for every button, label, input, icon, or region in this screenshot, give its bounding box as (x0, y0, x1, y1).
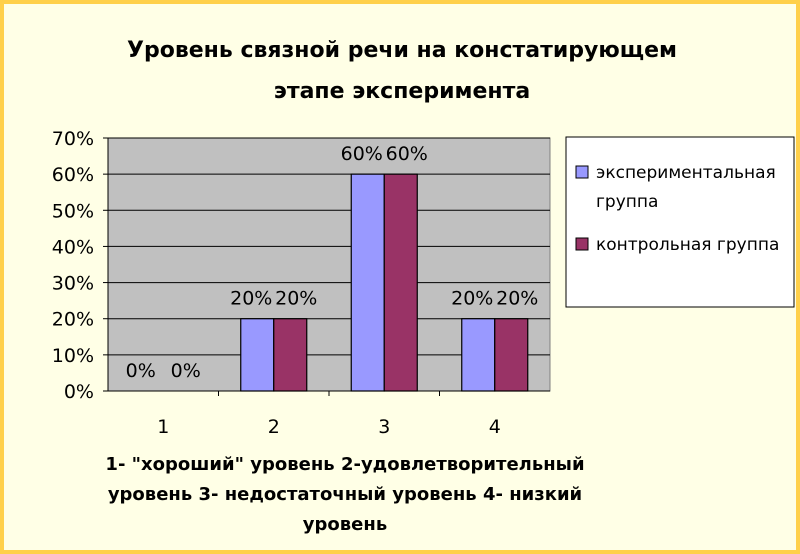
data-label: 60% (341, 143, 383, 165)
data-label: 20% (275, 288, 317, 310)
bars (240, 173, 529, 392)
x-axis-label-line: 1- "хороший" уровень 2-удовлетворительны… (105, 454, 584, 475)
legend-entry-label: экспериментальная (596, 163, 776, 183)
y-tick-label: 10% (52, 345, 94, 367)
bar-series-2 (273, 318, 308, 392)
chart-title-line: этапе эксперимента (274, 79, 530, 104)
gridlines (108, 137, 550, 356)
legend-swatch-series-2 (575, 237, 589, 251)
x-axis-label-line: уровень 3- недостаточный уровень 4- низк… (108, 484, 582, 505)
data-labels: 0% 0%20% 20%60% 60%20% 20% (126, 143, 539, 382)
legend-entry-label: контрольная группа (596, 235, 779, 255)
data-label: 60% (386, 143, 428, 165)
x-tick-label: 2 (268, 416, 280, 438)
bar-series-1 (350, 173, 385, 392)
x-axis-ticks: 1 2 3 4 (157, 391, 501, 438)
bar-series-2 (494, 318, 529, 392)
data-label: 0% (171, 360, 201, 382)
x-axis-label: 1- "хороший" уровень 2-удовлетворительны… (105, 454, 584, 535)
x-tick-label: 4 (489, 416, 501, 438)
legend-box (565, 136, 795, 308)
bar-series-2 (383, 173, 418, 392)
y-tick-label: 30% (52, 273, 94, 295)
y-tick-label: 40% (52, 236, 94, 258)
data-label: 20% (451, 288, 493, 310)
y-tick-label: 60% (52, 164, 94, 186)
legend-swatch-series-1 (575, 165, 589, 179)
y-tick-label: 0% (64, 381, 94, 403)
data-label: 20% (496, 288, 538, 310)
y-tick-label: 20% (52, 309, 94, 331)
y-tick-label: 70% (52, 128, 94, 150)
legend-entry-label: группа (596, 192, 658, 212)
x-tick-label: 3 (378, 416, 390, 438)
y-axis-ticks: 0% 10% 20% 30% 40% 50% 60% 70% (52, 128, 108, 403)
chart-title: Уровень связной речи на констатирующем эт… (127, 38, 677, 104)
bar-series-1 (461, 318, 496, 392)
y-tick-label: 50% (52, 200, 94, 222)
data-label: 0% (126, 360, 156, 382)
x-tick-label: 1 (157, 416, 169, 438)
legend: экспериментальная группа контрольная групп… (565, 136, 795, 308)
x-axis-label-line: уровень (303, 514, 387, 535)
bar-series-1 (240, 318, 275, 392)
chart-title-line: Уровень связной речи на констатирующем (127, 38, 677, 63)
data-label: 20% (230, 288, 272, 310)
